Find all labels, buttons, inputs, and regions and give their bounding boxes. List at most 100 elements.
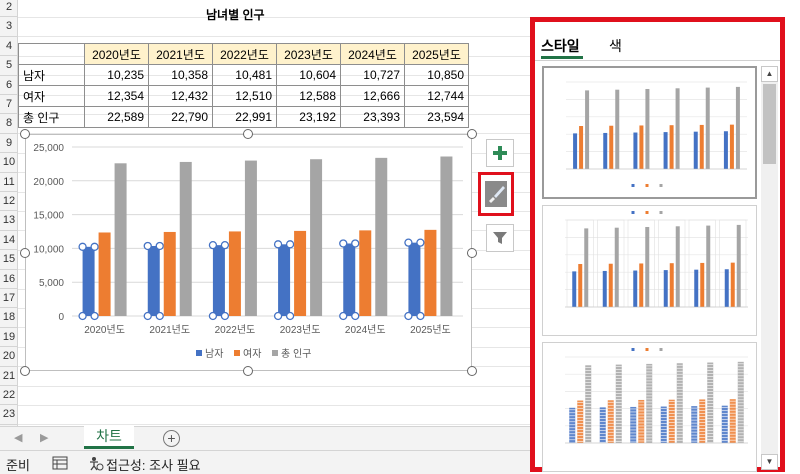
row-number[interactable]: 9	[0, 134, 18, 154]
table-cell[interactable]: 10,727	[340, 64, 405, 86]
chart-resize-handle[interactable]	[243, 129, 253, 139]
accessibility-status[interactable]: 접근성: 조사 필요	[106, 458, 201, 473]
accessibility-icon[interactable]	[88, 455, 104, 471]
row-number[interactable]: 3	[0, 17, 18, 37]
table-cell[interactable]: 10,850	[404, 64, 469, 86]
chart-resize-handle[interactable]	[20, 129, 30, 139]
table-row-label[interactable]: 여자	[18, 85, 85, 107]
add-sheet-button[interactable]: +	[163, 430, 180, 447]
population-table: 2020년도 2021년도 2022년도 2023년도 2024년도 2025년…	[18, 43, 469, 128]
table-cell[interactable]: 10,604	[276, 64, 341, 86]
table-cell[interactable]: 23,594	[404, 106, 469, 128]
pane-tabs: 스타일 색	[535, 32, 780, 60]
next-sheet-icon[interactable]: ▶	[40, 432, 49, 444]
chart-resize-handle[interactable]	[243, 366, 253, 376]
row-number[interactable]: 23	[0, 405, 18, 425]
row-number[interactable]: 11	[0, 173, 18, 192]
bar	[424, 229, 437, 316]
table-cell[interactable]: 12,588	[276, 85, 341, 107]
chart-style-thumbnail[interactable]	[542, 66, 757, 199]
row-number[interactable]: 10	[0, 153, 18, 173]
plus-icon	[493, 146, 507, 160]
chart-resize-handle[interactable]	[467, 366, 477, 376]
prev-sheet-icon[interactable]: ◀	[14, 432, 23, 444]
table-cell[interactable]: 10,235	[84, 64, 149, 86]
row-number[interactable]: 20	[0, 347, 18, 367]
scrollbar-thumb[interactable]	[763, 84, 776, 164]
table-header-cell[interactable]: 2020년도	[84, 43, 149, 65]
table-corner-cell[interactable]	[18, 43, 85, 65]
sheet-title-cell[interactable]: 남녀별 인구	[206, 8, 265, 22]
row-number[interactable]: 18	[0, 308, 18, 328]
row-number[interactable]: 14	[0, 231, 18, 251]
table-cell[interactable]: 12,354	[84, 85, 149, 107]
scroll-up-icon[interactable]: ▲	[761, 66, 778, 82]
thumb-bar	[675, 88, 680, 169]
x-tick-label: 2023년도	[280, 324, 321, 336]
thumb-bar	[705, 87, 710, 169]
row-number[interactable]: 2	[0, 0, 18, 18]
table-header-cell[interactable]: 2023년도	[276, 43, 341, 65]
scroll-down-icon[interactable]: ▼	[761, 454, 778, 470]
series-selection-marker	[78, 242, 87, 251]
table-cell[interactable]: 23,192	[276, 106, 341, 128]
chart-styles-button[interactable]	[478, 172, 514, 216]
row-number[interactable]: 12	[0, 192, 18, 212]
sheet-tab-active[interactable]: 차트	[84, 426, 134, 449]
chart-resize-handle[interactable]	[20, 366, 30, 376]
y-tick-label: 25,000	[33, 143, 64, 154]
bar	[147, 245, 160, 316]
table-header-cell[interactable]: 2021년도	[148, 43, 213, 65]
row-number[interactable]: 4	[0, 37, 18, 57]
worksheet[interactable]: 2 3 4 5 6 7 8 9 10 11 12 13 14 15 16 17 18 19 20 21 22 23 남녀별…	[0, 0, 530, 426]
table-header-cell[interactable]: 2025년도	[404, 43, 469, 65]
row-number[interactable]: 22	[0, 386, 18, 406]
series-selection-marker	[351, 311, 360, 321]
table-cell[interactable]: 10,481	[212, 64, 277, 86]
table-cell[interactable]: 12,432	[148, 85, 213, 107]
column-chart[interactable]: 0 5,000 10,000 15,000 20,000 25,000 2020년도 2021…	[25, 134, 472, 371]
row-number[interactable]: 7	[0, 95, 18, 115]
row-number[interactable]: 19	[0, 328, 18, 348]
table-cell[interactable]: 12,510	[212, 85, 277, 107]
table-header-cell[interactable]: 2022년도	[212, 43, 277, 65]
row-number[interactable]: 8	[0, 114, 18, 134]
row-number[interactable]: 6	[0, 76, 18, 95]
tab-color[interactable]: 색	[609, 38, 622, 54]
table-cell[interactable]: 10,358	[148, 64, 213, 86]
thumb-bar	[723, 131, 728, 169]
row-number[interactable]: 5	[0, 56, 18, 76]
chart-style-thumbnail[interactable]	[542, 205, 757, 336]
row-number[interactable]: 13	[0, 211, 18, 231]
row-number[interactable]: 21	[0, 367, 18, 386]
table-cell[interactable]: 12,666	[340, 85, 405, 107]
row-number[interactable]: 16	[0, 270, 18, 289]
table-header-cell[interactable]: 2024년도	[340, 43, 405, 65]
table-cell[interactable]: 22,991	[212, 106, 277, 128]
pane-scrollbar[interactable]: ▲ ▼	[761, 66, 778, 470]
chart-resize-handle[interactable]	[467, 248, 477, 258]
style-preview	[566, 81, 747, 187]
table-cell[interactable]: 22,790	[148, 106, 213, 128]
thumb-bar	[639, 263, 644, 307]
table-row-label[interactable]: 총 인구	[18, 106, 85, 128]
thumb-bar	[615, 89, 620, 169]
table-row-label[interactable]: 남자	[18, 64, 85, 86]
sheet-stats-icon[interactable]	[52, 456, 68, 470]
grid-row-line	[18, 17, 530, 18]
table-cell[interactable]: 22,589	[84, 106, 149, 128]
chart-style-thumbnail[interactable]	[542, 342, 757, 472]
table-cell[interactable]: 12,744	[404, 85, 469, 107]
chart-resize-handle[interactable]	[467, 129, 477, 139]
paintbrush-icon	[485, 181, 507, 207]
thumb-bar	[614, 227, 619, 307]
chart-filters-button[interactable]	[486, 224, 514, 252]
chart-resize-handle[interactable]	[20, 248, 30, 258]
row-number[interactable]: 17	[0, 289, 18, 309]
chart-elements-button[interactable]	[486, 139, 514, 167]
legend-swatch	[272, 350, 278, 356]
row-number[interactable]: 15	[0, 250, 18, 270]
thumb-bar	[707, 362, 714, 443]
table-cell[interactable]: 23,393	[340, 106, 405, 128]
tab-style[interactable]: 스타일	[541, 38, 580, 54]
